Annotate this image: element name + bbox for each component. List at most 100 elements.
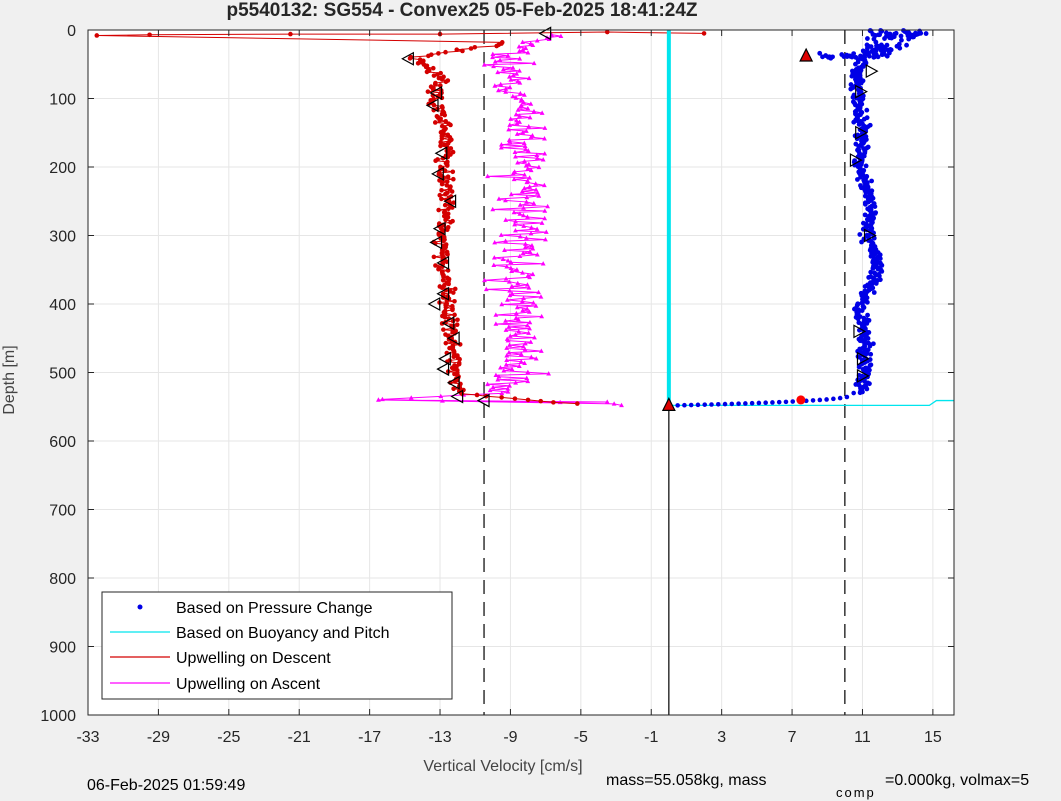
descent-marker (538, 398, 544, 404)
descent-marker (499, 395, 504, 400)
pressure-point (709, 402, 714, 407)
legend-label: Upwelling on Descent (176, 650, 331, 667)
pressure-point (864, 48, 870, 54)
descent-marker (450, 307, 455, 313)
footer-comp-subscript: comp (836, 785, 876, 800)
x-tick-label: -29 (147, 729, 170, 746)
ascent-marker (535, 190, 540, 195)
pressure-point (770, 400, 775, 405)
left-triangle-marker (476, 393, 490, 408)
ascent-marker (611, 401, 617, 406)
ascent-marker (496, 374, 502, 379)
ascent-marker (498, 365, 503, 370)
legend-label: Based on Buoyancy and Pitch (176, 625, 389, 642)
pressure-point (857, 354, 862, 360)
ascent-marker (513, 315, 519, 320)
pressure-point (756, 400, 762, 406)
ascent-marker (511, 176, 517, 182)
right-triangle-marker (865, 64, 879, 79)
ascent-marker (528, 101, 534, 106)
descent-marker (439, 285, 445, 290)
pressure-point (873, 32, 878, 38)
ascent-marker (527, 319, 533, 325)
ascent-marker (521, 185, 527, 191)
ascent-marker (526, 330, 532, 335)
ascent-marker (527, 184, 533, 189)
ascent-marker (507, 74, 512, 79)
ascent-marker (528, 230, 534, 236)
ascent-marker (534, 155, 540, 161)
ascent-marker (491, 262, 497, 268)
ascent-marker (525, 369, 531, 375)
descent-marker (442, 202, 448, 208)
pressure-point (855, 348, 861, 354)
right-triangle-marker (855, 125, 868, 140)
pressure-point (872, 204, 878, 209)
pressure-point (861, 116, 867, 122)
descent-marker (450, 169, 456, 175)
ascent-marker (511, 72, 516, 78)
left-triangle-marker (434, 146, 448, 161)
x-tick-label: -13 (428, 729, 451, 746)
pressure-point (855, 316, 861, 322)
ascent-marker (512, 149, 518, 155)
pressure-point (855, 177, 860, 182)
ascent-marker (495, 377, 501, 382)
ascent-marker (523, 163, 529, 168)
pressure-point (877, 32, 883, 38)
pressure-point (873, 52, 879, 58)
descent-marker (426, 53, 431, 59)
ascent-marker (438, 393, 444, 399)
ascent-marker (524, 322, 530, 328)
descent-marker (575, 401, 580, 406)
descent-marker (452, 298, 457, 304)
ascent-marker (524, 199, 529, 204)
descent-marker (439, 77, 445, 82)
pressure-point (879, 268, 885, 274)
ascent-marker (513, 380, 519, 385)
ascent-marker (519, 298, 525, 304)
ascent-marker (529, 243, 535, 248)
ascent-marker (521, 140, 527, 145)
pressure-point (830, 54, 835, 60)
pressure-point (911, 34, 916, 40)
x-tick-label: 7 (788, 729, 797, 746)
ascent-marker (496, 196, 502, 201)
descent-marker (451, 176, 456, 182)
left-triangle-marker (443, 194, 457, 209)
ascent-marker (506, 350, 512, 355)
ascent-marker (515, 160, 520, 165)
ascent-marker (507, 122, 513, 127)
ascent-marker (523, 241, 528, 246)
descent-marker (424, 69, 430, 75)
buoyancy-bottom-segment (668, 399, 954, 407)
ascent-marker (503, 89, 509, 94)
pressure-point (873, 39, 879, 45)
descent-marker (440, 277, 446, 283)
descent-marker (446, 281, 451, 287)
descent-marker (448, 220, 453, 225)
ascent-marker (526, 123, 532, 129)
descent-marker (604, 29, 610, 35)
ascent-marker (515, 78, 521, 84)
descent-marker (445, 333, 451, 339)
pressure-point (866, 275, 872, 280)
ascent-marker (503, 318, 508, 323)
ascent-marker (502, 247, 507, 252)
legend-entry: Upwelling on Descent (110, 650, 331, 667)
ascent-marker (506, 126, 512, 132)
descent-marker (441, 238, 446, 244)
left-triangle-marker (441, 316, 455, 331)
x-axis-label: Vertical Velocity [cm/s] (423, 758, 582, 775)
series-buoyancy-pitch (666, 30, 954, 407)
ascent-marker (506, 137, 512, 142)
ascent-marker (493, 372, 499, 378)
ascent-marker (520, 130, 526, 135)
descent-marker (439, 136, 445, 141)
x-tick-label: -17 (358, 729, 381, 746)
pressure-point (824, 397, 829, 402)
ascent-marker (491, 255, 497, 260)
descent-marker (448, 122, 453, 128)
ascent-marker (508, 191, 514, 197)
descent-marker (457, 356, 462, 362)
